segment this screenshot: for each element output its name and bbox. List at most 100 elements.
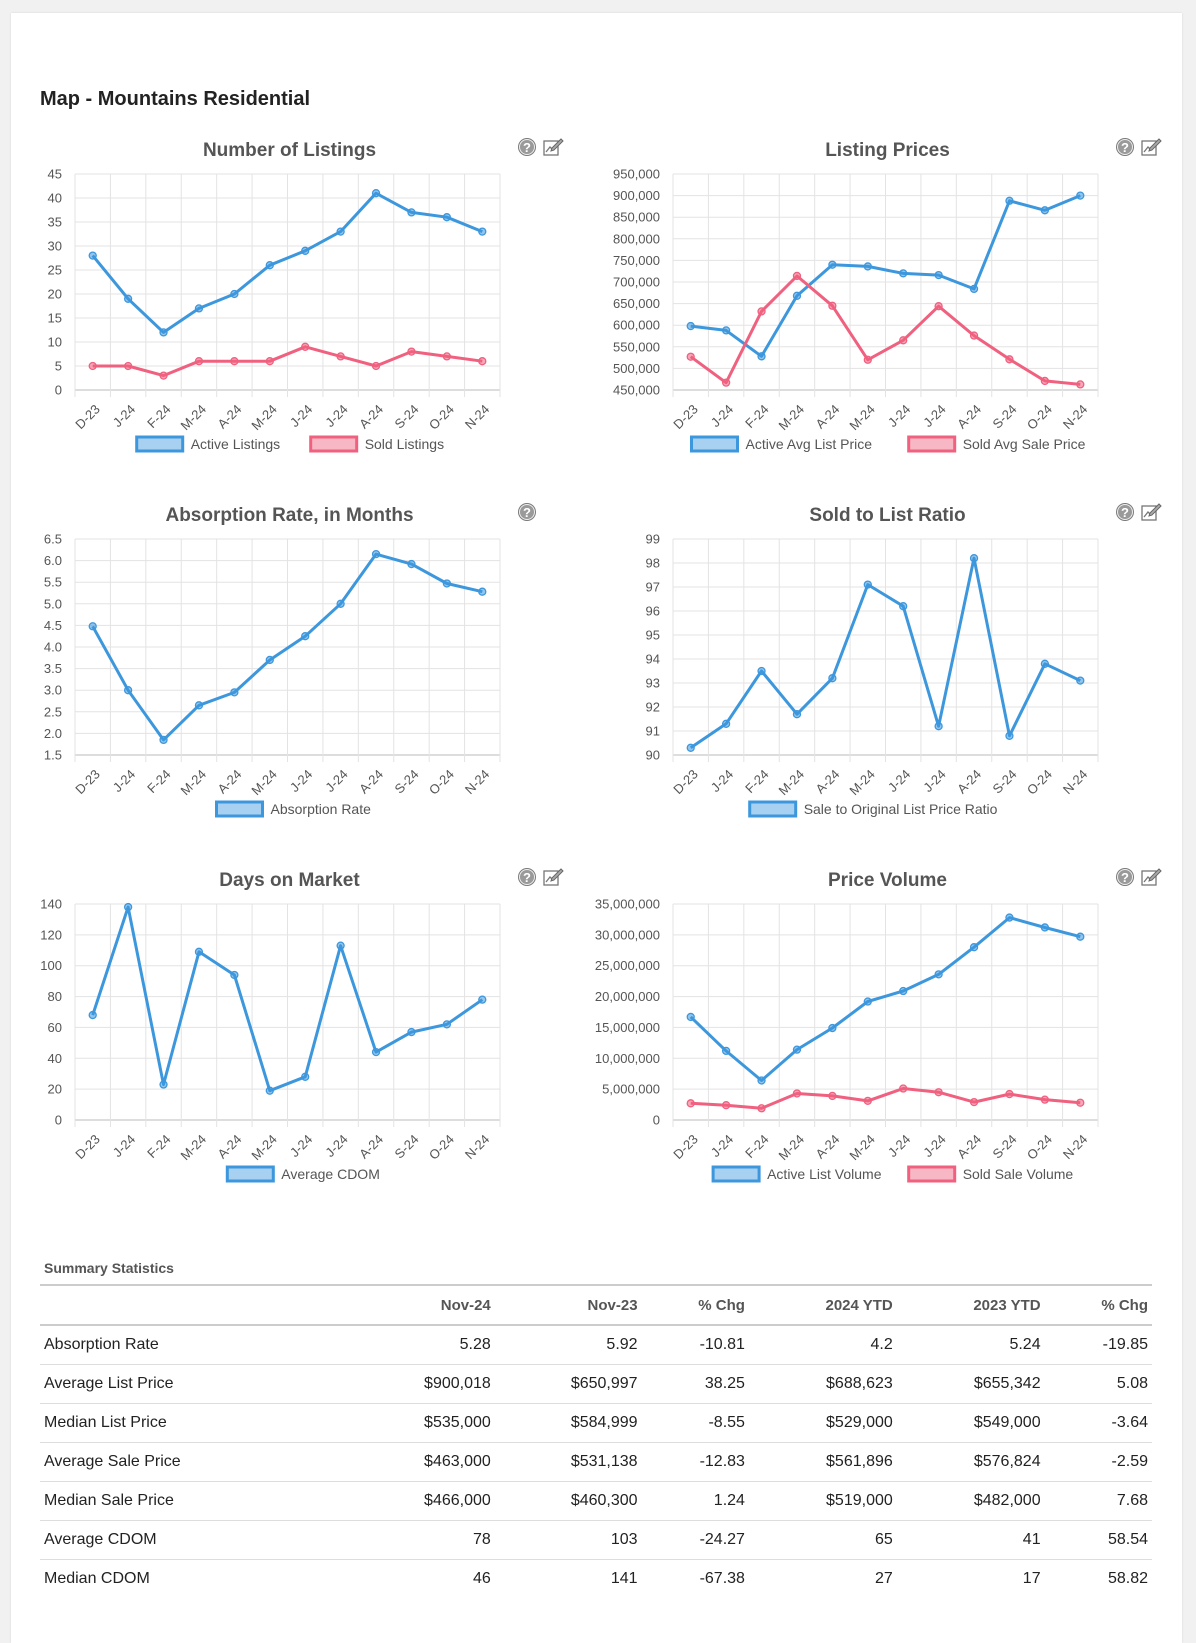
legend-swatch [225, 1165, 275, 1183]
help-icon-glyph: ? [523, 870, 531, 885]
y-tick-label: 35,000,000 [595, 897, 660, 912]
y-tick-label: 40 [48, 191, 62, 206]
header-label [40, 1284, 348, 1326]
chart-settings-icon[interactable] [1141, 868, 1162, 886]
data-point [686, 1012, 695, 1022]
data-point [899, 336, 908, 345]
header-nov-23: Nov-23 [494, 1284, 642, 1326]
chart-settings-icon[interactable] [1141, 503, 1162, 521]
data-point [159, 328, 168, 337]
cell: $688,623 [748, 1364, 897, 1404]
cell: -12.83 [641, 1442, 749, 1482]
series-line [689, 916, 1081, 1082]
data-point [686, 321, 695, 331]
data-point [934, 722, 943, 731]
chart-title: Price Volume [828, 870, 947, 891]
series-line [91, 191, 483, 334]
row-label: Absorption Rate [40, 1325, 348, 1365]
legend-label: Active Listings [191, 436, 280, 452]
data-point [863, 355, 872, 364]
data-point [123, 294, 133, 303]
cell: 1.24 [641, 1481, 749, 1521]
cell: $466,000 [348, 1481, 495, 1521]
x-tick-label: S-24 [990, 767, 1020, 797]
cell: -8.55 [641, 1403, 749, 1443]
data-point [1040, 923, 1050, 932]
data-point [792, 291, 802, 300]
data-point [792, 1045, 802, 1054]
cell: 5.28 [348, 1325, 495, 1365]
chart-settings-icon[interactable] [543, 138, 564, 156]
x-tick-label: J-24 [920, 1132, 948, 1160]
help-icon[interactable]: ? [1116, 138, 1134, 156]
help-icon[interactable]: ? [518, 868, 536, 886]
listing-prices-chart: Listing Prices 450,000 500,000 550,000 600,0… [613, 138, 1162, 453]
x-tick-label: J-24 [110, 767, 138, 795]
help-icon-glyph: ? [523, 505, 531, 520]
cell: $519,000 [748, 1481, 897, 1521]
y-tick-label: 3.0 [44, 683, 62, 698]
data-point [721, 719, 731, 728]
data-point [407, 1027, 416, 1037]
help-icon-inner [519, 139, 535, 155]
legend-swatch [690, 435, 739, 453]
x-tick-label: J-24 [885, 402, 913, 430]
x-tick-label: A-24 [356, 767, 386, 797]
cell: 46 [472, 1570, 491, 1587]
data-point [265, 1086, 274, 1095]
y-tick-label: 94 [646, 652, 660, 667]
summary-table: Nov-24 Nov-23 % Chg 2024 YTD 2023 YTD % … [40, 1284, 1152, 1598]
x-tick-label: A-24 [954, 402, 984, 432]
header-2023-ytd: 2023 YTD [896, 1284, 1045, 1326]
chart-settings-icon[interactable] [1141, 138, 1162, 156]
data-point [301, 1072, 310, 1081]
y-tick-label: 5.0 [44, 596, 62, 611]
chart-settings-icon[interactable] [543, 868, 564, 886]
series-line [91, 905, 484, 1093]
data-point [478, 357, 487, 366]
y-tick-label: 950,000 [613, 167, 660, 182]
data-point [230, 688, 239, 697]
y-tick-label: 20 [48, 287, 62, 302]
data-point [1005, 731, 1014, 740]
data-point [1076, 191, 1085, 200]
x-tick-label: F-24 [742, 1132, 772, 1162]
data-point [478, 995, 487, 1004]
data-point [336, 941, 345, 950]
x-tick-label: S-24 [392, 402, 422, 432]
cell: -24.27 [641, 1520, 749, 1560]
data-point [757, 1104, 766, 1113]
row-label: Median List Price [40, 1403, 348, 1443]
data-point [1005, 913, 1014, 922]
x-tick-label: A-24 [812, 1132, 842, 1162]
series-line [690, 1087, 1081, 1110]
cell: $549,000 [896, 1403, 1045, 1443]
data-point [1005, 196, 1014, 205]
data-point [336, 599, 345, 608]
legend-swatch [215, 800, 264, 818]
help-icon[interactable]: ? [1116, 503, 1134, 521]
data-point [123, 361, 133, 371]
data-point [828, 301, 837, 310]
data-point [899, 986, 908, 996]
x-tick-label: M-24 [776, 1132, 808, 1164]
help-icon[interactable]: ? [518, 503, 536, 521]
data-point [721, 1101, 731, 1110]
y-tick-label: 10,000,000 [595, 1051, 660, 1066]
x-tick-label: M-24 [846, 402, 878, 434]
x-tick-label: N-24 [462, 1132, 493, 1163]
data-point [371, 189, 381, 198]
x-tick-label: J-24 [708, 402, 736, 430]
help-icon[interactable]: ? [1116, 868, 1134, 886]
x-tick-label: O-24 [426, 1132, 457, 1163]
help-icon[interactable]: ? [518, 138, 536, 156]
data-point [371, 549, 381, 559]
data-point [442, 579, 452, 588]
data-point [194, 947, 204, 956]
data-point [88, 622, 97, 631]
data-point [899, 1084, 908, 1093]
cell: 5.24 [896, 1325, 1045, 1365]
y-tick-label: 4.5 [44, 618, 62, 633]
chart-title: Number of Listings [203, 140, 376, 161]
